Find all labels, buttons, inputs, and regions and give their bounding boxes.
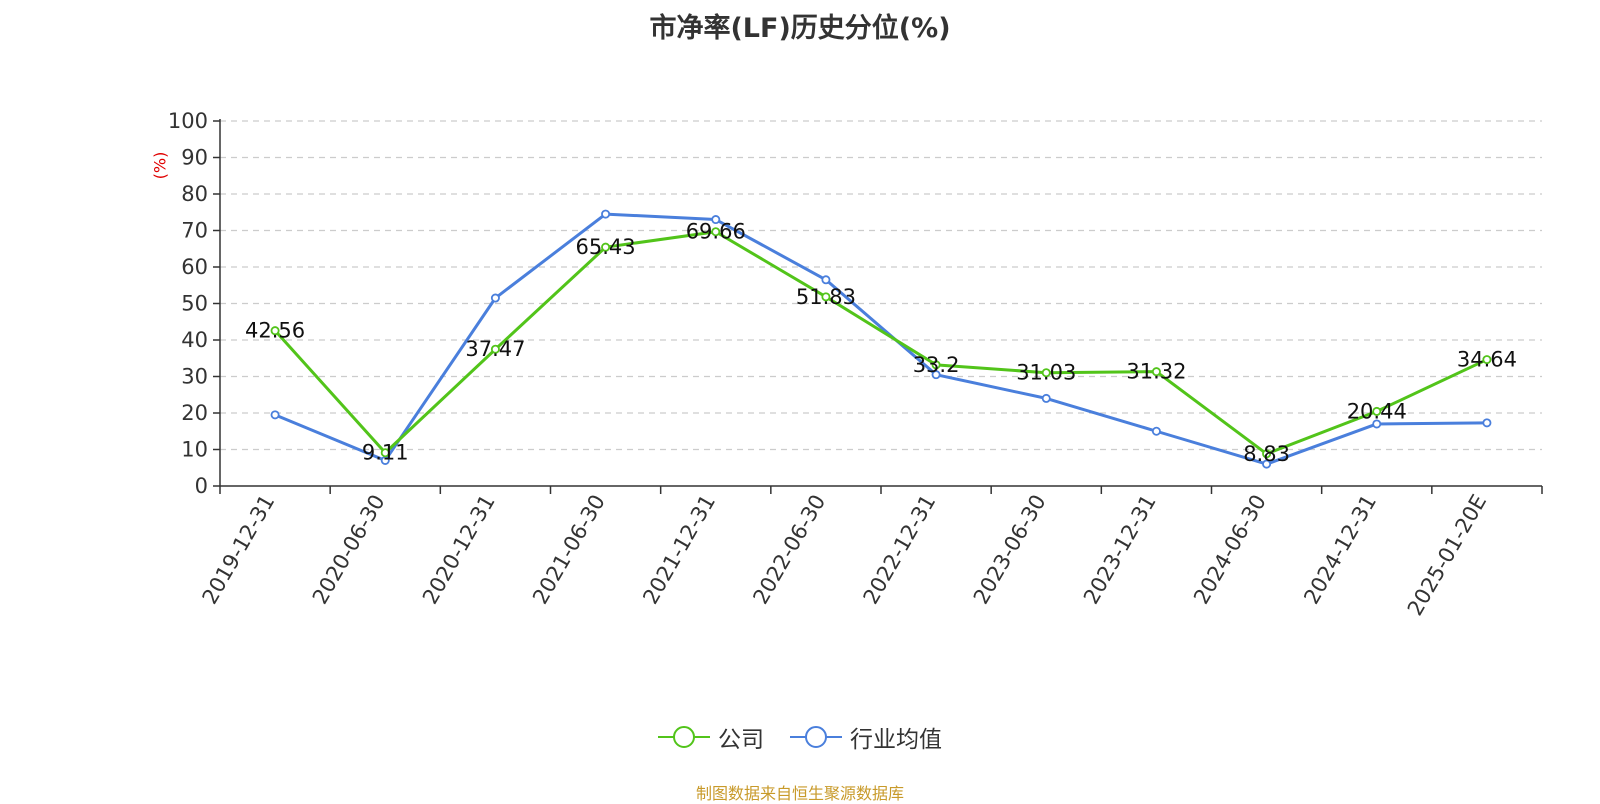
data-label: 69.66: [686, 220, 746, 244]
grid-lines: [220, 120, 1542, 451]
x-tick-label: 2025-01-20E: [1403, 491, 1491, 620]
data-point[interactable]: [1041, 393, 1051, 403]
data-point[interactable]: [380, 448, 390, 458]
data-point[interactable]: [1372, 406, 1382, 416]
data-point[interactable]: [711, 227, 721, 237]
data-point[interactable]: [821, 275, 831, 285]
series-line-0: [273, 230, 1488, 456]
axes: 0 10 20 30 40 50 60 70 80 90 100 2019-12-31 2020-06-…: [168, 109, 1543, 620]
data-label: 8.83: [1243, 442, 1290, 466]
y-tick-label: 0: [195, 474, 208, 498]
legend-company-label: 公司: [718, 727, 764, 753]
chart-title: 市净率(LF)历史分位(%): [649, 13, 951, 44]
data-point[interactable]: [490, 293, 500, 303]
x-tick-label: 2022-12-31: [859, 490, 941, 608]
data-point[interactable]: [931, 370, 941, 380]
legend-company-marker-icon: [658, 726, 710, 748]
y-tick-label: 50: [181, 292, 208, 316]
series-lines: [270, 209, 1492, 469]
y-tick-label: 10: [181, 438, 208, 462]
data-label: 34.64: [1457, 348, 1517, 372]
data-label: 65.43: [576, 235, 636, 259]
data-label: 51.83: [796, 285, 856, 309]
y-tick-label: 100: [168, 109, 208, 133]
y-tick-label: 60: [181, 255, 208, 279]
data-label: 31.32: [1126, 360, 1186, 384]
data-point[interactable]: [1262, 459, 1272, 469]
data-point[interactable]: [490, 344, 500, 354]
data-point[interactable]: [601, 209, 611, 219]
data-point[interactable]: [1482, 355, 1492, 365]
data-point[interactable]: [1151, 367, 1161, 377]
legend-item-company[interactable]: 公司: [658, 720, 764, 754]
y-tick-label: 90: [181, 146, 208, 170]
series-line-1: [274, 212, 1487, 466]
x-tick-label: 2022-06-30: [748, 491, 830, 609]
y-tick-label: 20: [181, 401, 208, 425]
data-label: 31.03: [1016, 361, 1076, 385]
data-label: 42.56: [245, 319, 305, 343]
x-tick-label: 2021-06-30: [528, 491, 610, 609]
x-tick-label: 2019-12-31: [198, 491, 280, 609]
x-tick-label: 2023-06-30: [969, 491, 1051, 609]
data-point[interactable]: [1041, 368, 1051, 378]
data-point[interactable]: [1372, 419, 1382, 429]
data-point[interactable]: [1262, 449, 1272, 459]
data-point[interactable]: [931, 360, 941, 370]
data-label: 37.47: [465, 337, 525, 361]
y-tick-label: 80: [181, 182, 208, 206]
data-point[interactable]: [601, 242, 611, 252]
x-tick-label: 2020-06-30: [308, 491, 390, 609]
data-label: 9.11: [362, 441, 409, 465]
data-label: 20.44: [1347, 399, 1407, 423]
x-tick-label: 2023-12-31: [1079, 491, 1161, 609]
data-point[interactable]: [1151, 426, 1161, 436]
data-point[interactable]: [1482, 418, 1492, 428]
legend-industry-label: 行业均值: [850, 727, 942, 753]
legend-item-industry-average[interactable]: 行业均值: [790, 720, 942, 754]
y-tick-label: 70: [181, 219, 208, 243]
data-labels: 42.56 9.11 37.47 65.43 69.66 51.83 33.2 31.03 31…: [245, 220, 1517, 466]
x-tick-label: 2020-12-31: [418, 490, 500, 608]
x-tick-label: 2021-12-31: [638, 491, 720, 609]
data-point[interactable]: [270, 410, 280, 420]
x-tick-label: 2024-06-30: [1189, 491, 1271, 609]
y-tick-label: 30: [181, 365, 208, 389]
data-label: 33.2: [913, 353, 960, 377]
data-point[interactable]: [711, 215, 721, 225]
y-tick-label: 40: [181, 328, 208, 352]
legend-industry-marker-icon: [790, 726, 842, 748]
legend: 公司 行业均值: [0, 720, 1600, 754]
data-source-note: 制图数据来自恒生聚源数据库: [695, 784, 904, 803]
data-point[interactable]: [270, 326, 280, 336]
data-point[interactable]: [821, 292, 831, 302]
x-tick-label: 2024-12-31: [1299, 491, 1381, 609]
